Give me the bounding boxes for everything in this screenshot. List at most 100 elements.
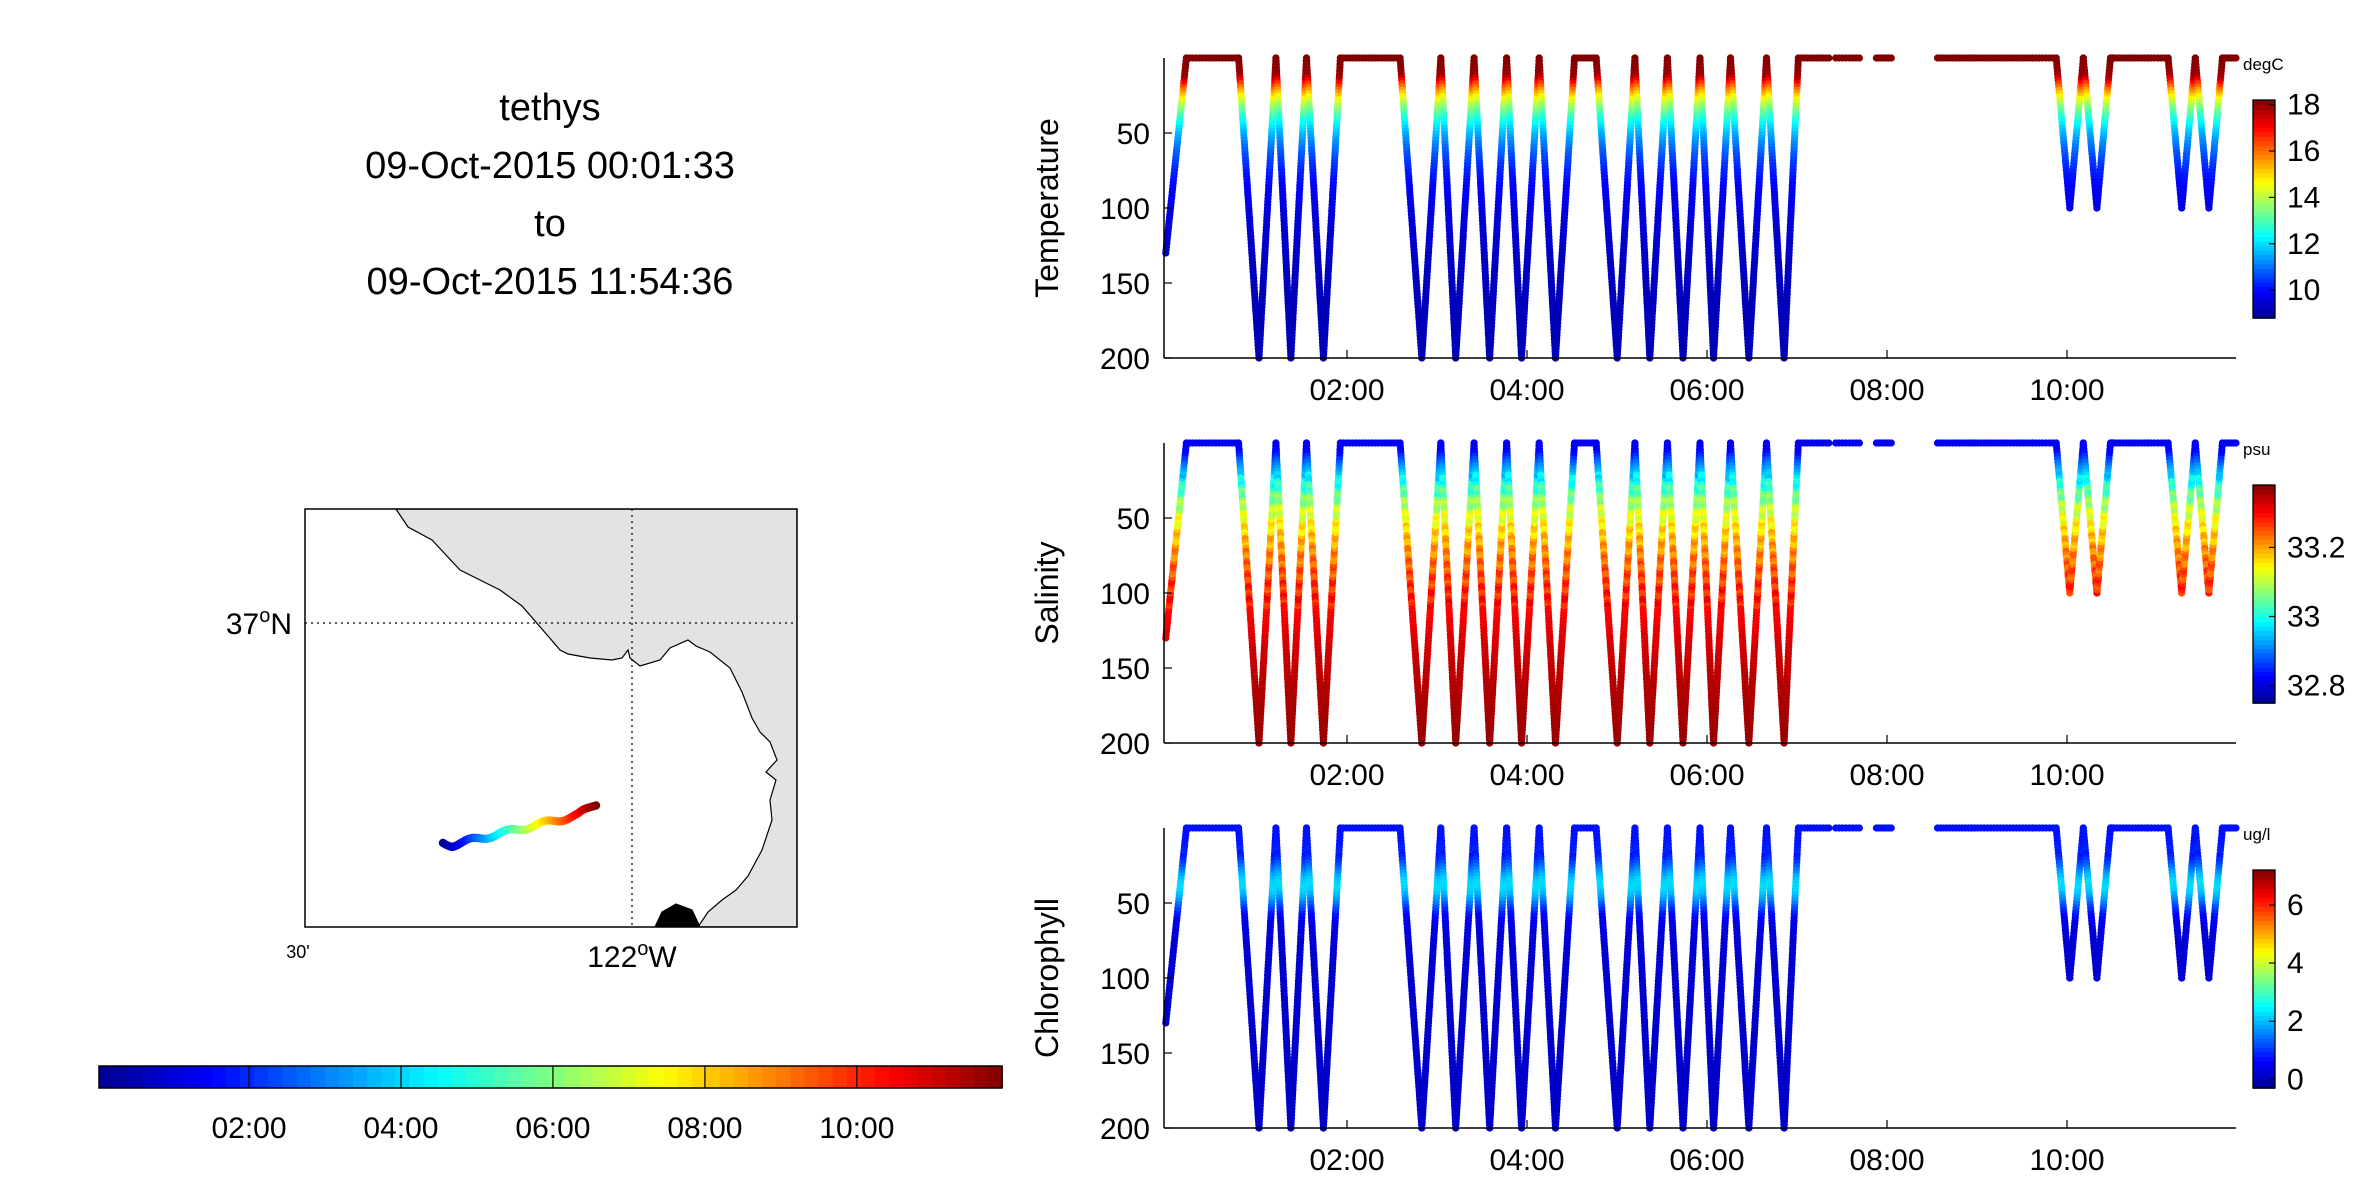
time-colorbar-segment — [776, 1066, 792, 1088]
time-colorbar-segment — [959, 1066, 975, 1088]
series-points — [1162, 439, 2240, 747]
colorbar-tick-label: 14 — [2287, 181, 2320, 214]
colorbar-segment — [2253, 290, 2275, 297]
colorbar-segment — [2253, 254, 2275, 260]
time-colorbar-segment — [663, 1066, 679, 1088]
series-points — [1162, 54, 2240, 362]
time-colorbar-segment — [635, 1066, 651, 1088]
time-colorbar-tick-label: 08:00 — [667, 1112, 742, 1145]
time-colorbar-segment — [197, 1066, 213, 1088]
colorbar-segment — [2253, 213, 2275, 219]
y-tick-label: 150 — [1100, 268, 1150, 301]
time-colorbar-segment — [536, 1066, 552, 1088]
colorbar-segment — [2253, 231, 2275, 238]
time-colorbar-segment — [437, 1066, 453, 1088]
map-land — [395, 509, 797, 927]
colorbar-segment — [2253, 204, 2275, 210]
time-colorbar-segment — [705, 1066, 721, 1088]
time-colorbar-segment — [352, 1066, 368, 1088]
colorbar-segment — [2253, 209, 2275, 215]
title-to: to — [534, 203, 566, 245]
colorbar-segment — [2253, 195, 2275, 201]
colorbar-segment — [2253, 159, 2275, 165]
x-tick-label: 08:00 — [1849, 374, 1924, 407]
data-point — [1825, 54, 1833, 62]
time-colorbar-segment — [423, 1066, 439, 1088]
colorbar-segment — [2253, 136, 2275, 142]
time-colorbar-segment — [677, 1066, 693, 1088]
time-colorbar-segment — [606, 1066, 622, 1088]
time-colorbar-segment — [183, 1066, 199, 1088]
colorbar-segment — [2253, 163, 2275, 169]
colorbar-segment — [2253, 104, 2275, 110]
time-colorbar-segment — [649, 1066, 665, 1088]
colorbar-segment — [2253, 168, 2275, 174]
time-colorbar-segment — [875, 1066, 890, 1088]
colorbar-segment — [2253, 304, 2275, 310]
time-colorbar-segment — [832, 1066, 848, 1088]
time-colorbar-segment — [127, 1066, 143, 1088]
time-colorbar-segment — [409, 1066, 425, 1088]
time-colorbar-segment — [522, 1066, 538, 1088]
time-colorbar-segment — [550, 1066, 566, 1088]
time-colorbar-segment — [113, 1066, 129, 1088]
colorbar-segment — [2253, 272, 2275, 278]
y-axis-label: Temperature — [1029, 118, 1065, 298]
data-point — [1855, 54, 1863, 62]
map-frame — [304, 508, 798, 928]
colorbar-segment — [2253, 281, 2275, 288]
colorbar-segment — [2253, 109, 2275, 115]
figure-title: tethys 09-Oct-2015 00:01:33 to 09-Oct-20… — [365, 87, 735, 303]
time-colorbar-segment — [860, 1066, 876, 1088]
lat-label: 37oN — [226, 605, 292, 641]
time-colorbar-segment — [338, 1066, 354, 1088]
time-colorbar-segment — [945, 1066, 961, 1088]
colorbar-segment — [2253, 249, 2275, 256]
x-tick-label: 02:00 — [1309, 374, 1384, 407]
colorbar-segment — [2253, 181, 2275, 188]
time-colorbar-segment — [931, 1066, 947, 1088]
x-tick-label: 10:00 — [2029, 374, 2104, 407]
time-colorbar-segment — [804, 1066, 820, 1088]
time-colorbar-segment — [324, 1066, 340, 1088]
colorbar-segment — [2253, 245, 2275, 251]
colorbar-segment — [2253, 295, 2275, 301]
time-colorbar-segment — [282, 1066, 298, 1088]
time-colorbar-segment — [748, 1066, 763, 1088]
colorbar-segment — [2253, 122, 2275, 129]
time-colorbar-segment — [973, 1066, 989, 1088]
colorbar-segment — [2253, 145, 2275, 151]
time-colorbar-segment — [564, 1066, 580, 1088]
time-colorbar-segment — [155, 1066, 171, 1088]
colorbar-segment — [2253, 227, 2275, 233]
time-colorbar-ticks: 02:00 04:00 06:00 08:00 10:00 — [211, 1066, 894, 1145]
time-colorbar-segment — [225, 1066, 241, 1088]
time-colorbar-segment — [268, 1066, 284, 1088]
map-track — [438, 801, 601, 852]
time-colorbar-tick-label: 04:00 — [363, 1112, 438, 1145]
y-tick-label: 100 — [1100, 193, 1150, 226]
colorbar-segment — [2253, 258, 2275, 265]
lon-label: 122oW — [587, 938, 677, 974]
colorbar-segment — [2253, 172, 2275, 179]
time-colorbar-segment — [719, 1066, 735, 1088]
time-colorbar-segment — [141, 1066, 157, 1088]
time-colorbar-tick-label: 06:00 — [515, 1112, 590, 1145]
title-start-time: 09-Oct-2015 00:01:33 — [365, 145, 735, 187]
time-colorbar-tick-label: 02:00 — [211, 1112, 286, 1145]
time-colorbar-segment — [479, 1066, 495, 1088]
time-colorbar-segment — [790, 1066, 806, 1088]
time-colorbar-segment — [465, 1066, 481, 1088]
y-tick-label: 200 — [1100, 343, 1150, 376]
y-tick-label: 50 — [1117, 118, 1150, 151]
colorbar-tick-label: 10 — [2287, 274, 2320, 307]
colorbar-segment — [2253, 186, 2275, 192]
title-platform: tethys — [499, 87, 600, 129]
time-colorbar-segment — [169, 1066, 185, 1088]
time-colorbar-tick-label: 10:00 — [819, 1112, 894, 1145]
time-colorbar: 02:00 04:00 06:00 08:00 10:00 — [98, 1065, 1003, 1145]
